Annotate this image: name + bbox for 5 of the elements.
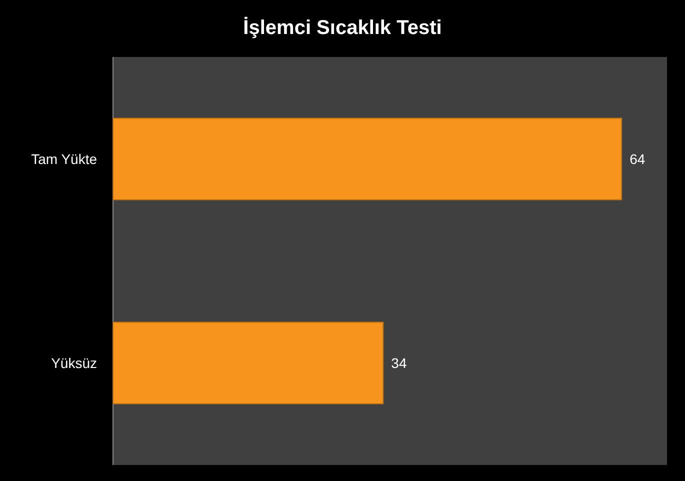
y-tick-label: Yüksüz — [51, 354, 97, 371]
chart-title: İşlemci Sıcaklık Testi — [243, 16, 442, 39]
data-label: 64 — [630, 150, 646, 167]
data-label: 34 — [391, 354, 407, 371]
y-tick-label: Tam Yükte — [31, 150, 98, 167]
